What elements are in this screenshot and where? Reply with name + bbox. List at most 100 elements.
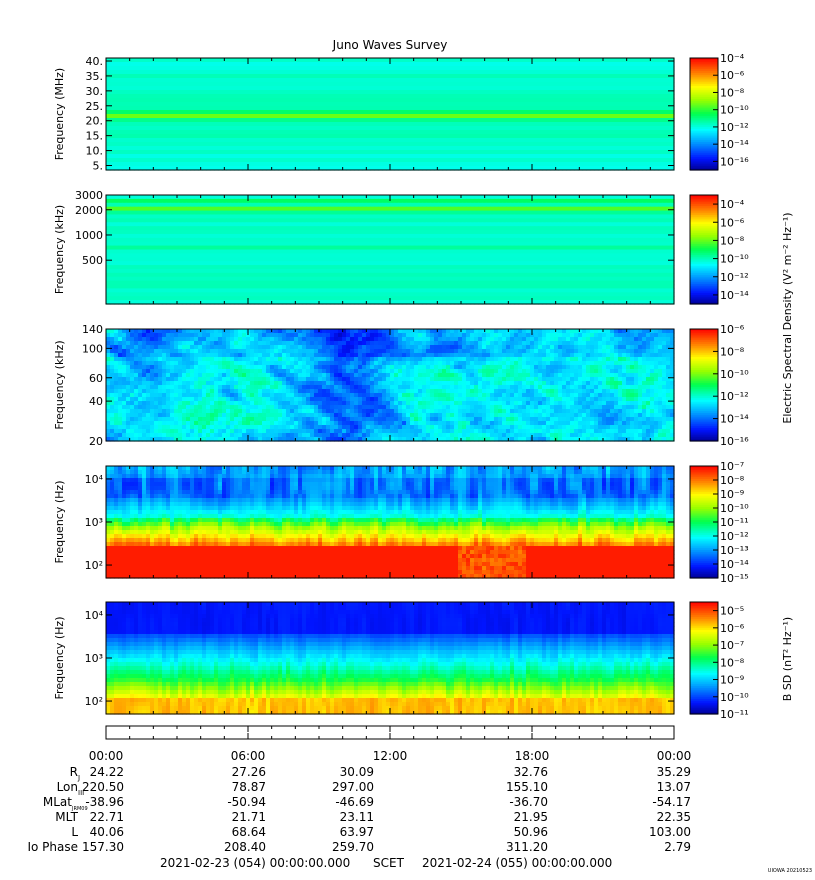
ephemeris-value: 50.96	[514, 825, 548, 839]
colorbar-tick-label: 10⁻¹⁵	[720, 572, 749, 585]
spectrogram-2	[106, 195, 675, 305]
colorbar-tick-label: 10⁻¹⁰	[720, 253, 749, 266]
ephemeris-value: 78.87	[232, 780, 266, 794]
spectrogram-3	[106, 329, 675, 442]
ytick-label: 3000	[75, 189, 103, 202]
colorbar-tick-label: 10⁻¹⁰	[720, 502, 749, 515]
colorbar-tick-label: 10⁻¹⁶	[720, 155, 749, 168]
colorbar-tick-label: 10⁻⁶	[720, 622, 745, 635]
ephemeris-value: -54.17	[652, 795, 691, 809]
colorbar-tick-label: 10⁻⁸	[720, 234, 745, 247]
time-label: 12:00	[373, 749, 408, 763]
colorbar-tick-label: 10⁻⁶	[720, 323, 745, 336]
footer-scet: SCET	[373, 856, 405, 870]
colorbar-tick-label: 10⁻⁶	[720, 69, 745, 82]
ephemeris-value: -50.94	[227, 795, 266, 809]
ylabel: Frequency (kHz)	[53, 340, 66, 429]
time-label: 00:00	[657, 749, 692, 763]
ephemeris-value: 2.79	[664, 840, 691, 854]
ephemeris-value: 24.22	[90, 765, 124, 779]
colorbar-tick-label: 10⁻⁵	[720, 605, 744, 618]
ytick-label: 10²	[85, 695, 103, 708]
colorbar-tick-label: 10⁻¹⁰	[720, 691, 749, 704]
ephemeris-row-sub: III	[78, 789, 84, 797]
ytick-label: 20.	[86, 115, 104, 128]
colorbar-5: 10⁻⁵ 10⁻⁶ 10⁻⁷ 10⁻⁸ 10⁻⁹ 10⁻¹⁰ 10⁻¹¹	[689, 601, 749, 721]
ephemeris-value: 103.00	[649, 825, 691, 839]
colorbar-tick-label: 10⁻¹²	[720, 121, 749, 134]
ephemeris-row-label: Lon	[57, 780, 78, 794]
figure-title: Juno Waves Survey	[332, 38, 448, 52]
ytick-label: 100	[82, 342, 103, 355]
ytick-label: 10⁴	[85, 609, 104, 622]
panel-3: 140 100 60 40 20 Frequency (kHz)	[53, 323, 675, 448]
colorbar-tick-label: 10⁻¹⁴	[720, 138, 749, 151]
ephemeris-value: -36.70	[509, 795, 548, 809]
ephemeris-value: -38.96	[85, 795, 124, 809]
ylabel: Frequency (Hz)	[53, 481, 66, 564]
colorbar-tick-label: 10⁻¹²	[720, 530, 749, 543]
ytick-label: 500	[82, 254, 103, 267]
ytick-label: 10³	[85, 516, 103, 529]
colorbar-tick-label: 10⁻⁸	[720, 656, 745, 669]
ytick-label: 40.	[86, 55, 104, 68]
colorbar-tick-label: 10⁻⁸	[720, 86, 745, 99]
ytick-label: 20	[89, 435, 103, 448]
ephemeris-row-label: L	[71, 825, 78, 839]
ytick-label: 60	[89, 372, 103, 385]
ephemeris-value: 259.70	[332, 840, 374, 854]
ephemeris-value: 23.11	[340, 810, 374, 824]
spectrogram-1	[106, 58, 675, 171]
time-label: 00:00	[89, 749, 124, 763]
electric-colorbar-label: Electric Spectral Density (V² m⁻² Hz⁻¹)	[781, 212, 794, 423]
ytick-label: 140	[82, 323, 103, 336]
colorbar-tick-label: 10⁻¹¹	[720, 708, 749, 721]
ytick-label: 25.	[86, 100, 104, 113]
ephemeris-row-sub: J	[77, 774, 80, 782]
ephemeris-value: 22.71	[90, 810, 124, 824]
ephemeris-value: 63.97	[340, 825, 374, 839]
footer-end-time: 2021-02-24 (055) 00:00:00.000	[422, 856, 612, 870]
ephemeris-value: 30.09	[340, 765, 374, 779]
ytick-label: 15.	[86, 130, 104, 143]
colorbar-tick-label: 10⁻¹³	[720, 544, 749, 557]
colorbar-tick-label: 10⁻¹²	[720, 390, 749, 403]
colorbar-tick-label: 10⁻¹⁴	[720, 558, 749, 571]
colorbar-tick-label: 10⁻¹⁰	[720, 104, 749, 117]
time-axis	[105, 725, 675, 740]
credit-label: UIOWA 20210523	[768, 868, 812, 874]
colorbar-tick-label: 10⁻⁴	[720, 198, 745, 211]
ytick-label: 10³	[85, 652, 103, 665]
footer-start-time: 2021-02-23 (054) 00:00:00.000	[160, 856, 350, 870]
colorbar-tick-label: 10⁻⁷	[720, 639, 744, 652]
ephemeris-value: 157.30	[82, 840, 124, 854]
ephemeris-value: 297.00	[332, 780, 374, 794]
ylabel: Frequency (kHz)	[53, 205, 66, 294]
ytick-label: 10.	[86, 145, 104, 158]
colorbar-tick-label: 10⁻¹⁴	[720, 289, 749, 302]
ytick-label: 5.	[93, 160, 104, 173]
ephemeris-value: 208.40	[224, 840, 266, 854]
ytick-label: 40	[89, 395, 103, 408]
colorbar-tick-label: 10⁻¹⁰	[720, 368, 749, 381]
spectrogram-4	[106, 466, 675, 579]
time-label: 18:00	[515, 749, 550, 763]
ephemeris-row-label: MLT	[55, 810, 78, 824]
colorbar-2: 10⁻⁴ 10⁻⁶ 10⁻⁸ 10⁻¹⁰ 10⁻¹² 10⁻¹⁴	[689, 194, 749, 305]
ytick-label: 10²	[85, 559, 103, 572]
magnetic-colorbar-label: B SD (nT² Hz⁻¹)	[781, 617, 794, 701]
colorbar-tick-label: 10⁻⁴	[720, 52, 745, 65]
panel-1: 40. 35. 30. 25. 20. 15. 10. 5. Frequency (MHz)	[53, 55, 675, 173]
spectrogram-5	[106, 602, 675, 715]
colorbar-tick-label: 10⁻¹⁶	[720, 435, 749, 448]
ephemeris-row-label: R	[70, 765, 78, 779]
ephemeris-value: 13.07	[657, 780, 691, 794]
colorbar-tick-label: 10⁻⁹	[720, 488, 744, 501]
colorbar-tick-label: 10⁻⁸	[720, 474, 745, 487]
panel-5: 10⁴ 10³ 10² Frequency (Hz)	[53, 601, 675, 715]
colorbar-tick-label: 10⁻¹¹	[720, 516, 749, 529]
ytick-label: 30.	[86, 85, 104, 98]
ephemeris-table: 00:00 06:00 12:00 18:00 00:00 R J 24.22 27.26 30.…	[27, 749, 691, 854]
colorbar-1: 10⁻⁴ 10⁻⁶ 10⁻⁸ 10⁻¹⁰ 10⁻¹² 10⁻¹⁴ 10⁻¹⁶	[689, 52, 749, 171]
